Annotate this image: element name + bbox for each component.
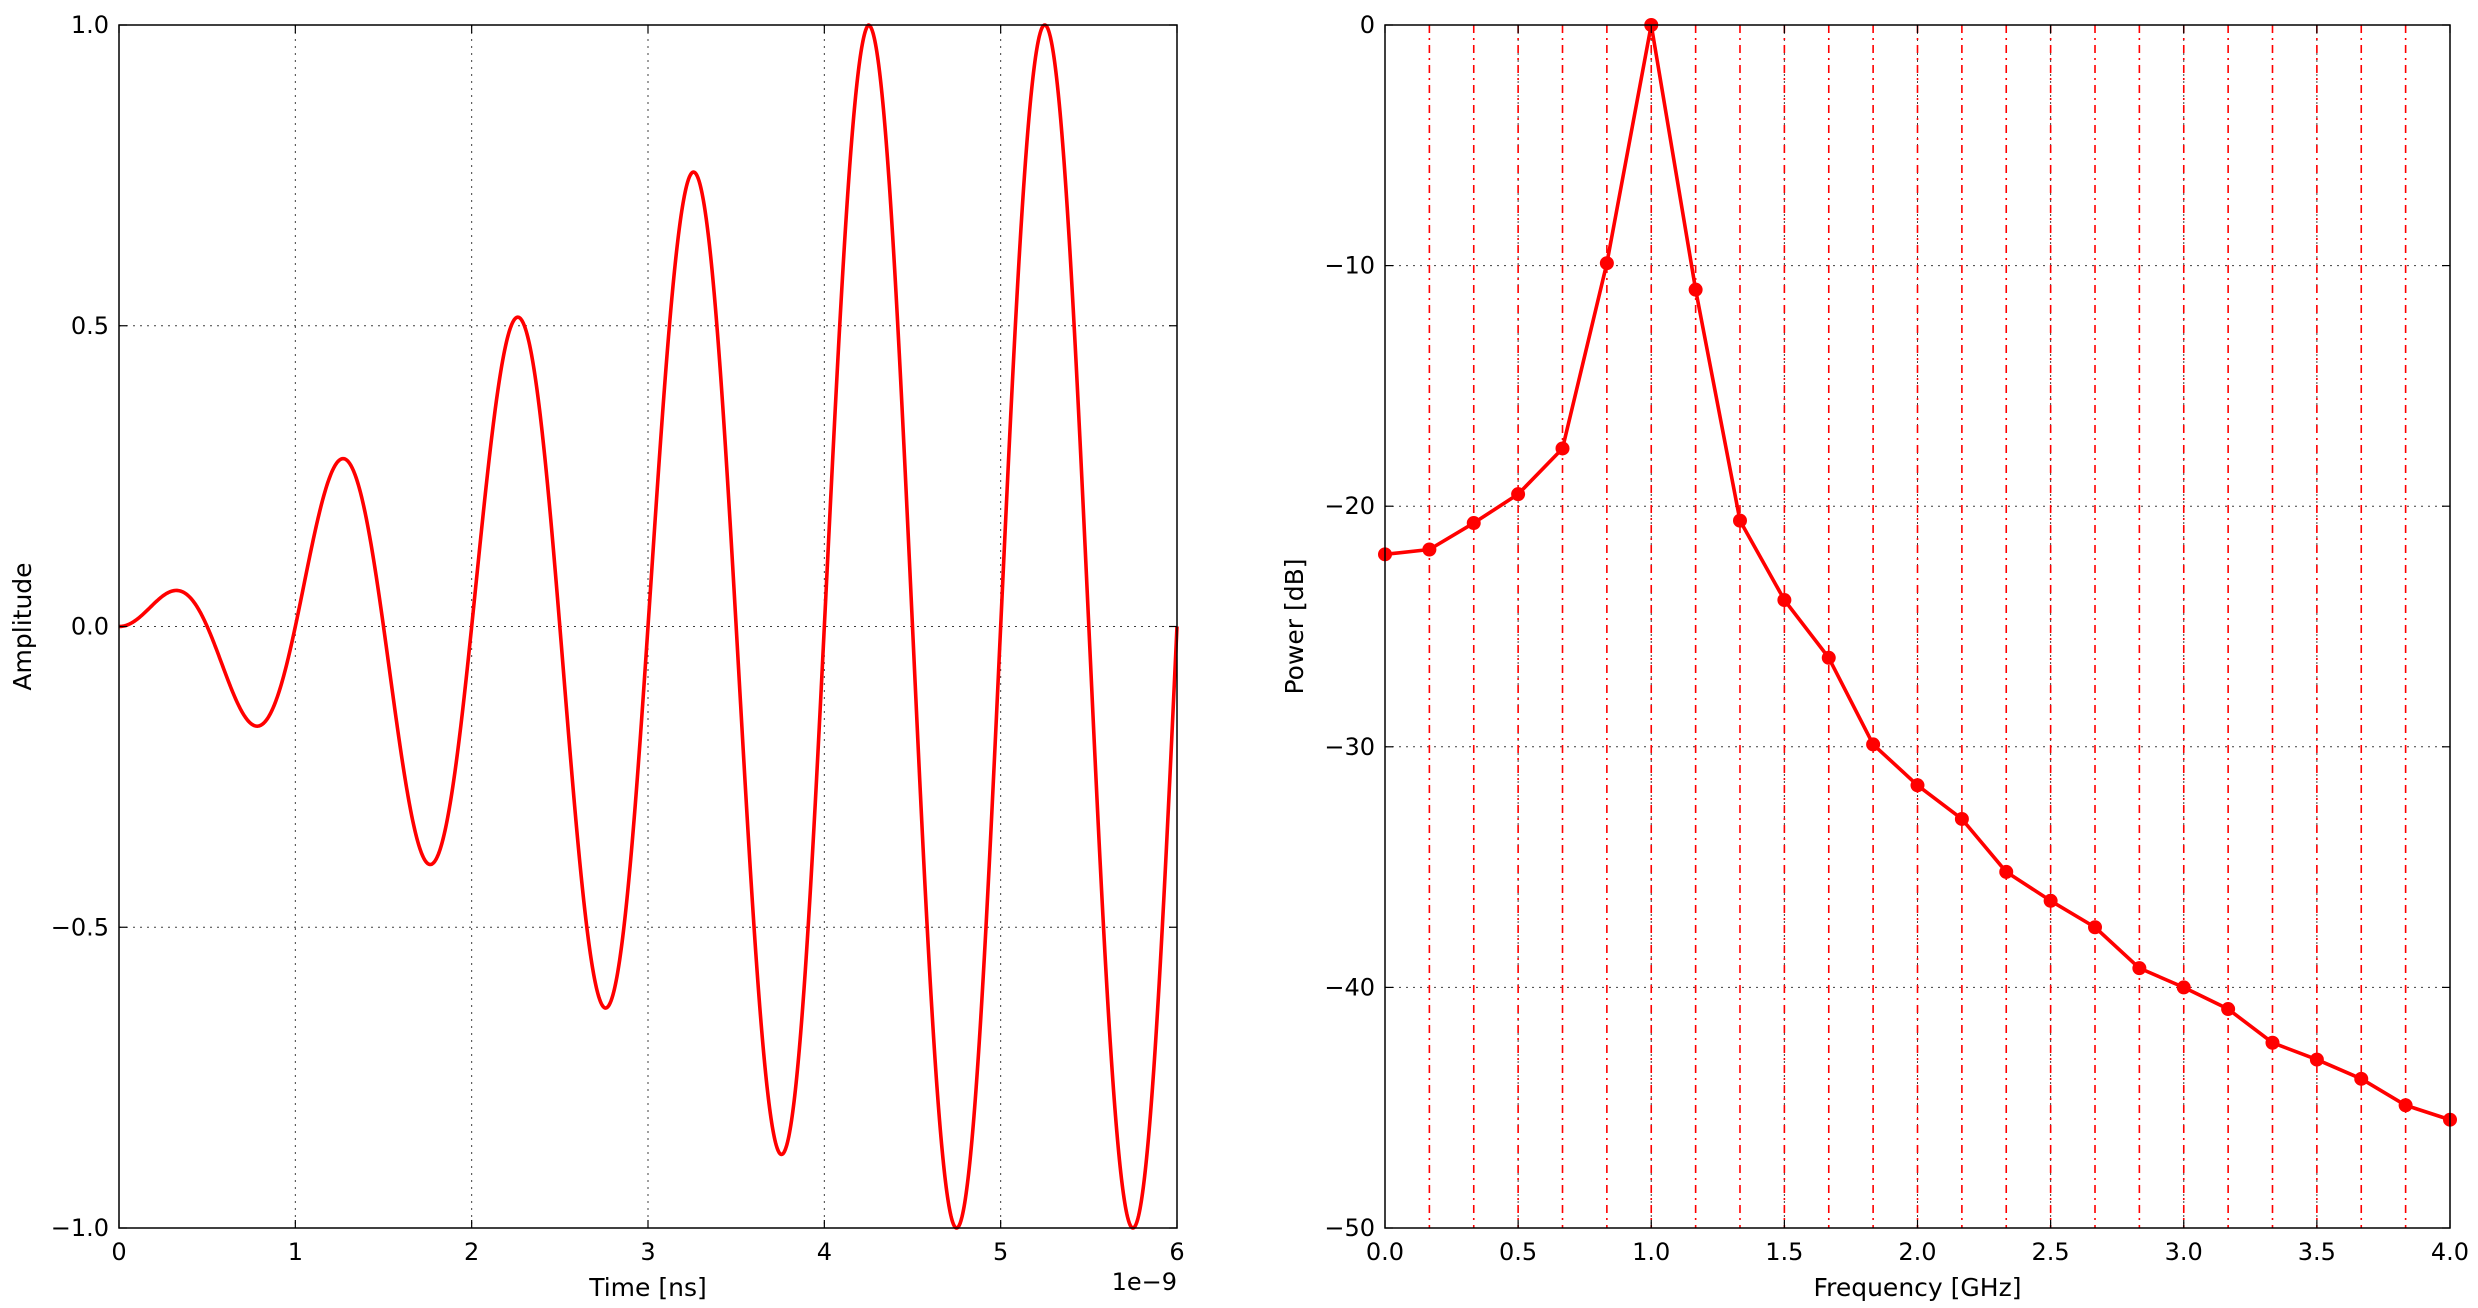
time-domain-plot: 0 1 2 3 4 5 6 −1.0 −0.5 0.0 0.5 1.0 Time [ns] Ampl… [8, 11, 1185, 1302]
frequency-plot-y-tick-label: −20 [1324, 492, 1375, 520]
power-data-point [1422, 542, 1437, 557]
power-data-point [1954, 811, 1969, 826]
power-data-point [1599, 256, 1614, 271]
frequency-plot-x-tick-label: 3.5 [2298, 1238, 2336, 1266]
power-data-point [2132, 961, 2147, 976]
frequency-plot-x-tick-label: 1.0 [1632, 1238, 1670, 1266]
time-plot-x-tick-label: 1 [288, 1238, 303, 1266]
frequency-plot-y-tick-labels: −50 −40 −30 −20 −10 0 [1324, 11, 1375, 1242]
power-data-point [2221, 1002, 2236, 1017]
power-data-point [2309, 1052, 2324, 1067]
time-plot-x-tick-label: 0 [111, 1238, 126, 1266]
frequency-plot-y-axis-label: Power [dB] [1280, 558, 1309, 694]
frequency-plot-y-tick-label: −30 [1324, 733, 1375, 761]
time-plot-series [117, 23, 1179, 1230]
time-plot-y-tick-label: 1.0 [71, 11, 109, 39]
time-plot-x-offset-label: 1e−9 [1112, 1268, 1177, 1296]
frequency-plot-x-tick-label: 0.5 [1499, 1238, 1537, 1266]
time-plot-y-tick-label: 0.0 [71, 613, 109, 641]
frequency-plot-series [1378, 18, 2457, 1127]
time-plot-x-axis-label: Time [ns] [588, 1273, 707, 1302]
power-data-point [1688, 282, 1703, 297]
power-data-point [1910, 778, 1925, 793]
frequency-plot-y-tick-label: −50 [1324, 1214, 1375, 1242]
time-plot-x-tick-label: 6 [1169, 1238, 1184, 1266]
time-plot-x-tick-label: 2 [464, 1238, 479, 1266]
frequency-domain-plot: 0.0 0.5 1.0 1.5 2.0 2.5 3.0 3.5 4.0 −50 −40 −30 −20… [1280, 11, 2469, 1302]
time-plot-x-tick-label: 5 [993, 1238, 1008, 1266]
frequency-plot-y-tick-label: −40 [1324, 973, 1375, 1001]
frequency-plot-y-tick-label: −10 [1324, 252, 1375, 280]
time-plot-y-tick-labels: −1.0 −0.5 0.0 0.5 1.0 [51, 11, 109, 1242]
power-data-point [1777, 593, 1792, 608]
frequency-plot-x-tick-labels: 0.0 0.5 1.0 1.5 2.0 2.5 3.0 3.5 4.0 [1366, 1238, 2469, 1266]
time-plot-x-tick-label: 4 [817, 1238, 832, 1266]
power-data-point [1555, 441, 1570, 456]
time-plot-y-tick-label: 0.5 [71, 312, 109, 340]
power-data-point [1999, 864, 2014, 879]
frequency-plot-x-tick-label: 2.0 [1898, 1238, 1936, 1266]
power-data-point [1466, 516, 1481, 531]
frequency-plot-x-tick-label: 2.5 [2032, 1238, 2070, 1266]
power-data-point [2354, 1071, 2369, 1086]
frequency-plot-x-tick-label: 3.0 [2165, 1238, 2203, 1266]
time-plot-x-tick-label: 3 [640, 1238, 655, 1266]
time-plot-y-tick-label: −0.5 [51, 913, 109, 941]
power-data-point [2265, 1035, 2280, 1050]
frequency-plot-x-axis-label: Frequency [GHz] [1814, 1273, 2022, 1302]
frequency-plot-sample-lines [1428, 25, 2407, 1228]
frequency-plot-x-tick-label: 1.5 [1765, 1238, 1803, 1266]
time-plot-y-tick-label: −1.0 [51, 1214, 109, 1242]
time-series-line [117, 23, 1179, 1230]
time-plot-x-tick-labels: 0 1 2 3 4 5 6 [111, 1238, 1184, 1266]
power-data-point [1866, 737, 1881, 752]
time-plot-y-axis-label: Amplitude [8, 562, 37, 690]
power-data-point [1511, 487, 1526, 502]
frequency-plot-x-tick-label: 4.0 [2431, 1238, 2469, 1266]
power-data-point [2088, 920, 2103, 935]
frequency-plot-ticks [1384, 24, 2451, 1229]
power-data-point [1732, 513, 1747, 528]
power-data-point [2176, 980, 2191, 995]
power-data-point [2043, 893, 2058, 908]
power-data-point [2398, 1098, 2413, 1113]
frequency-plot-x-tick-label: 0.0 [1366, 1238, 1404, 1266]
frequency-plot-y-tick-label: 0 [1360, 11, 1375, 39]
power-data-point [1821, 650, 1836, 665]
time-plot-ticks [118, 24, 1178, 1229]
